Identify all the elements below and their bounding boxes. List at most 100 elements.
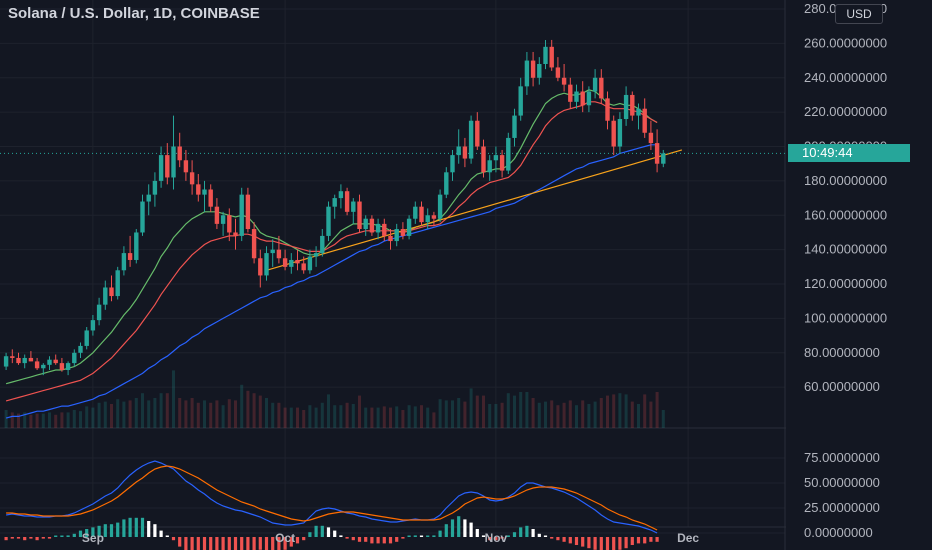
candle-body [59, 363, 65, 370]
macd-tick-label: 25.00000000 [804, 500, 880, 515]
volume-bar [23, 412, 27, 428]
volume-bar [165, 393, 169, 428]
candle [394, 223, 399, 247]
macd-histogram-bar [308, 532, 312, 537]
volume-bar [41, 413, 45, 428]
candle [450, 149, 455, 181]
macd-histogram-bar [295, 537, 300, 544]
price-tick-label: 80.00000000 [804, 345, 880, 360]
candle-body [65, 363, 71, 370]
time-tick-label: Dec [677, 531, 699, 545]
candle-body [196, 184, 201, 195]
candle-body [617, 119, 623, 147]
volume-bar [432, 412, 436, 428]
candle-body [351, 201, 356, 212]
candle-body [245, 194, 251, 230]
candle-body [282, 258, 288, 267]
macd-histogram-bar [54, 535, 58, 537]
candle [369, 215, 375, 236]
volume-bar [395, 406, 399, 428]
candle [208, 184, 213, 212]
candle-body [115, 270, 120, 297]
overlay-lines [0, 89, 785, 419]
volume-bar [240, 384, 244, 428]
candle-body [518, 86, 523, 116]
candle-body [189, 172, 195, 185]
candle [592, 69, 598, 99]
candle-body [78, 345, 83, 353]
volume-bar [91, 407, 95, 428]
candle-body [574, 91, 579, 102]
candle [456, 129, 461, 164]
macd-histogram-bar [643, 537, 647, 544]
volume-bar [190, 398, 194, 428]
macd-histogram-bar [339, 535, 343, 537]
volume-bar [265, 398, 268, 428]
candle [419, 201, 424, 226]
candle [320, 229, 325, 257]
candle-body [530, 60, 536, 78]
candle [375, 218, 381, 240]
volume-bar [500, 402, 504, 428]
volume-bar [209, 402, 213, 428]
candle [152, 172, 158, 207]
candle-body [462, 146, 468, 159]
volume-bar [48, 412, 51, 428]
macd-histogram-bar [264, 537, 269, 550]
candle-body [127, 253, 133, 260]
macd-histogram-bar [109, 524, 114, 537]
candle [34, 357, 40, 370]
price-tick-label: 120.00000000 [804, 276, 887, 291]
candle-body [357, 201, 362, 230]
macd-histogram-bar [568, 537, 572, 544]
candle-body [90, 320, 96, 331]
macd-tick-label: 75.00000000 [804, 450, 880, 465]
axes: 280.00000000260.00000000240.00000000220.… [82, 0, 932, 550]
candle-body [307, 256, 313, 271]
candle [171, 115, 176, 190]
candle-body [369, 218, 375, 233]
currency-button[interactable]: USD [835, 4, 883, 24]
candle [499, 149, 505, 178]
macd-histogram-bar [333, 530, 337, 537]
candle [289, 253, 294, 274]
macd-histogram-bar [636, 537, 641, 544]
macd-histogram-bar [190, 537, 194, 550]
macd-histogram-bar [159, 530, 163, 537]
volume-bar [345, 402, 349, 428]
candle [518, 77, 523, 121]
candle [568, 77, 573, 109]
candle [196, 174, 201, 202]
price-tick-label: 160.00000000 [804, 207, 887, 222]
candle [16, 352, 21, 365]
macd-histogram-bar [171, 537, 176, 541]
macd-histogram-bar [240, 537, 244, 550]
macd-histogram-bar [221, 537, 225, 550]
candle [121, 246, 127, 276]
macd-histogram-bar [438, 530, 442, 537]
macd-histogram-bar [463, 519, 467, 537]
candle [84, 327, 89, 350]
macd-histogram-bar [314, 525, 318, 537]
candle-body [344, 191, 350, 212]
macd-histogram-bar [202, 537, 207, 550]
macd-histogram-bar [116, 522, 120, 537]
candle-body [239, 194, 244, 236]
volume-bar [531, 398, 535, 428]
macd-histogram-bar [413, 535, 417, 537]
candle [406, 215, 412, 240]
ema-fast-line [5, 89, 658, 385]
candle [78, 342, 83, 358]
candle-body [400, 229, 406, 236]
candle [258, 249, 263, 288]
candle [227, 208, 232, 242]
macd-histogram-bar [178, 537, 182, 547]
macd-histogram-bar [587, 537, 591, 549]
macd-histogram-bar [209, 537, 213, 550]
price-tick-label: 220.00000000 [804, 104, 887, 119]
candle-body [431, 215, 437, 219]
candle [301, 256, 306, 274]
volume-bar [314, 407, 318, 428]
